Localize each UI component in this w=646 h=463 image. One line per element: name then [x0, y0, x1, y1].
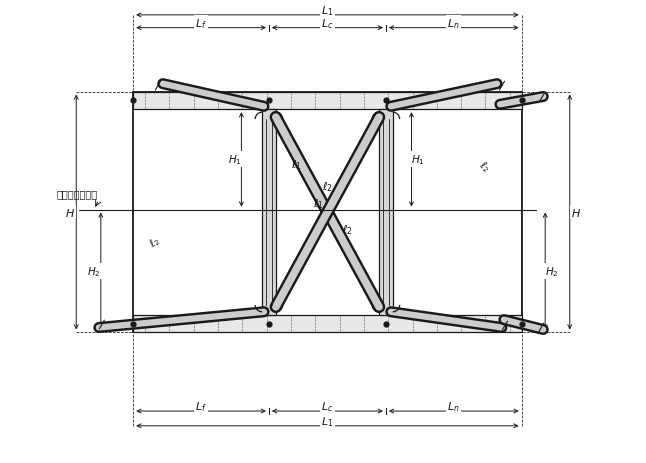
Polygon shape — [133, 315, 521, 333]
Polygon shape — [133, 92, 521, 110]
Polygon shape — [262, 110, 276, 315]
Text: $\ell_2$: $\ell_2$ — [147, 233, 163, 250]
Text: $H_1$: $H_1$ — [412, 153, 425, 167]
Text: 横联下弦中心线: 横联下弦中心线 — [57, 188, 98, 198]
Polygon shape — [379, 110, 393, 315]
Text: $L_1$: $L_1$ — [321, 414, 333, 428]
Text: $H_1$: $H_1$ — [227, 153, 242, 167]
Text: $H$: $H$ — [570, 206, 581, 219]
Text: $L_c$: $L_c$ — [321, 17, 333, 31]
Text: $L_1$: $L_1$ — [321, 4, 333, 18]
Text: $\ell_1$: $\ell_1$ — [313, 197, 324, 211]
Text: $\ell_1$: $\ell_1$ — [291, 158, 302, 172]
Text: $H_2$: $H_2$ — [87, 264, 101, 278]
Text: $L_f$: $L_f$ — [195, 17, 207, 31]
Text: $L_c$: $L_c$ — [321, 400, 333, 413]
Text: $\ell_2$: $\ell_2$ — [476, 157, 492, 175]
Text: $L_n$: $L_n$ — [448, 400, 460, 413]
Text: $\ell_2$: $\ell_2$ — [342, 223, 353, 237]
Text: $L_n$: $L_n$ — [448, 17, 460, 31]
Text: $L_f$: $L_f$ — [195, 400, 207, 413]
Text: $H_2$: $H_2$ — [545, 264, 559, 278]
Text: $H$: $H$ — [65, 206, 76, 219]
Text: $\ell_2$: $\ell_2$ — [322, 180, 333, 193]
